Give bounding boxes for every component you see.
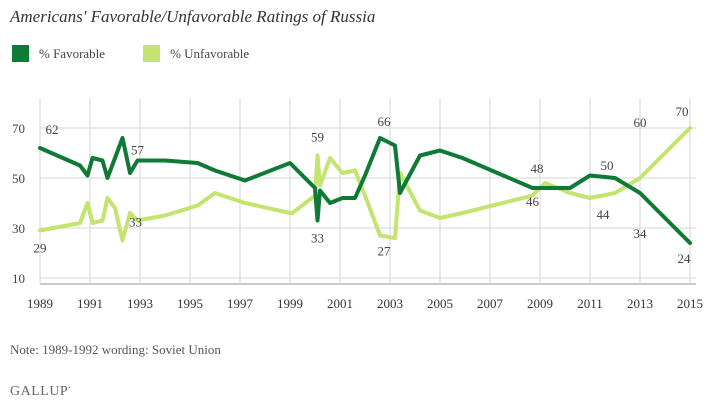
- data-label-favorable: 57: [131, 143, 145, 158]
- footnote: Note: 1989-1992 wording: Soviet Union: [10, 342, 221, 357]
- legend-label-unfavorable: % Unfavorable: [170, 45, 250, 61]
- trademark-mark: •: [68, 385, 71, 392]
- legend-item-favorable: % Favorable: [12, 45, 105, 62]
- x-tick-label: 1991: [77, 296, 103, 311]
- data-label-unfavorable: 48: [531, 161, 544, 176]
- gallup-logo: GALLUP•: [10, 384, 71, 400]
- legend-label-favorable: % Favorable: [39, 45, 106, 61]
- data-label-unfavorable: 60: [634, 115, 647, 130]
- x-tick-label: 2011: [577, 296, 603, 311]
- data-label-favorable: 24: [678, 251, 692, 266]
- legend-swatch-unfavorable: [143, 45, 161, 62]
- x-tick-label: 2003: [377, 296, 403, 311]
- x-tick-label: 2001: [327, 296, 353, 311]
- series-line-unfavorable: [38, 126, 692, 243]
- brand-text: GALLUP: [10, 384, 69, 399]
- data-label-unfavorable: 59: [311, 130, 324, 145]
- y-tick-label: 10: [12, 271, 25, 286]
- x-tick-label: 2015: [677, 296, 703, 311]
- data-label-favorable: 33: [311, 231, 324, 246]
- data-label-unfavorable: 70: [676, 104, 689, 119]
- chart-title: Americans' Favorable/Unfavorable Ratings…: [10, 7, 376, 26]
- data-label-favorable: 62: [46, 122, 59, 137]
- y-tick-label: 30: [12, 221, 25, 236]
- data-label-unfavorable: 27: [378, 244, 392, 259]
- data-label-favorable: 50: [601, 158, 614, 173]
- data-label-favorable: 66: [378, 114, 392, 129]
- x-tick-label: 2005: [427, 296, 453, 311]
- legend-swatch-favorable: [12, 45, 29, 62]
- x-tick-label: 1989: [27, 296, 53, 311]
- data-label-unfavorable: 33: [129, 215, 142, 230]
- data-label-favorable: 46: [526, 194, 540, 209]
- x-tick-label: 2009: [527, 296, 553, 311]
- x-tick-label: 1997: [227, 296, 254, 311]
- y-tick-label: 50: [12, 171, 25, 186]
- x-tick-label: 2013: [627, 296, 653, 311]
- line-chart: 10 30 50 70 1989 1991 1993 1995 1997 1999 2001 2003…: [12, 98, 703, 311]
- legend-item-unfavorable: % Unfavorable: [143, 45, 249, 62]
- data-label-unfavorable: 29: [34, 241, 47, 256]
- data-label-favorable: 34: [634, 226, 648, 241]
- data-label-unfavorable: 44: [597, 207, 611, 222]
- legend: % Favorable % Unfavorable: [12, 45, 287, 62]
- y-tick-label: 70: [12, 121, 25, 136]
- series-line-favorable: [38, 136, 692, 245]
- x-tick-label: 1999: [277, 296, 303, 311]
- x-tick-label: 1995: [177, 296, 203, 311]
- x-tick-label: 2007: [477, 296, 504, 311]
- x-tick-label: 1993: [127, 296, 153, 311]
